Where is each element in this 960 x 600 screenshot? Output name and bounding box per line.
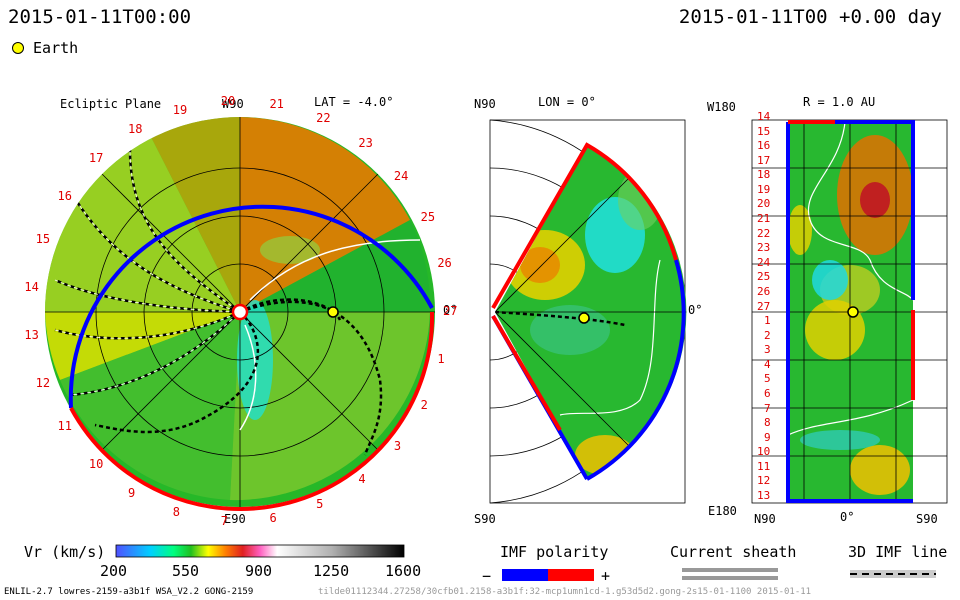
ecliptic-rim-label-3: 3: [393, 438, 402, 453]
ecliptic-rim-label-15: 15: [35, 232, 51, 247]
ecliptic-rim-label-6: 6: [269, 510, 277, 525]
current-sheath-title: Current sheath: [670, 543, 797, 561]
sphere-left-label-13: 13: [757, 489, 771, 502]
ecliptic-rim-label-7: 7: [220, 513, 229, 528]
footer-right: tilde01112344.27258/30cfb01.2158-a3b1f:3…: [318, 587, 812, 597]
ecliptic-rim-label-21: 21: [269, 97, 284, 112]
sphere-left-label-18: 18: [757, 168, 771, 182]
sphere-left-label-24: 24: [757, 255, 771, 269]
ecliptic-rim-label-18: 18: [128, 122, 143, 137]
ecliptic-top-label: W90: [222, 97, 244, 111]
sphere-left-label-26: 26: [757, 284, 771, 298]
ecliptic-rim-label-2: 2: [420, 398, 428, 413]
ecliptic-rim-label-5: 5: [316, 496, 324, 511]
ecliptic-rim-label-17: 17: [88, 151, 104, 166]
meridional-bottom-label: S90: [474, 512, 496, 526]
sphere-left-label-16: 16: [757, 139, 771, 153]
sphere-plot: [751, 119, 948, 504]
colorbar-tick-550: 550: [172, 562, 200, 580]
sphere-title: R = 1.0 AU: [803, 95, 876, 109]
sphere-left-label-19: 19: [757, 182, 771, 196]
sphere-left-label-8: 8: [764, 416, 771, 430]
sphere-left-label-3: 3: [764, 343, 771, 357]
sphere-bottom-s90: S90: [916, 512, 938, 526]
ecliptic-rim-label-27: 27: [443, 304, 458, 318]
sun-marker: [231, 303, 249, 321]
ecliptic-rim-label-20: 20: [220, 94, 236, 109]
colorbar-label: Vr (km/s): [24, 543, 106, 561]
colorbar: [115, 544, 405, 558]
sphere-left-label-17: 17: [757, 153, 771, 167]
imf-positive-swatch: [548, 569, 594, 581]
ecliptic-bottom-label: E90: [224, 512, 246, 526]
ecliptic-rim-label-25: 25: [420, 209, 436, 224]
sphere-left-label-23: 23: [757, 241, 771, 255]
meridional-right-label: 0°: [688, 303, 703, 317]
sphere-top-left: W180: [707, 100, 736, 114]
sphere-left-label-11: 11: [757, 459, 771, 473]
ecliptic-rim-label-24: 24: [393, 169, 409, 183]
imf-line-title: 3D IMF line: [848, 543, 948, 561]
sphere-left-label-12: 12: [757, 474, 771, 488]
earth-marker-ecliptic: [327, 306, 339, 318]
ecliptic-rim-label-12: 12: [35, 375, 51, 390]
ecliptic-rim-label-23: 23: [358, 135, 373, 150]
ecliptic-rim-label-11: 11: [57, 419, 72, 434]
datetime-label: 2015-01-11T00:00: [8, 6, 192, 28]
sphere-left-label-2: 2: [764, 328, 771, 342]
earth-marker-meridional: [578, 312, 590, 324]
ecliptic-right-label: 0°: [443, 303, 458, 317]
sphere-left-label-21: 21: [757, 212, 771, 226]
sphere-left-label-27: 27: [757, 299, 771, 313]
footer-left: ENLIL-2.7 lowres-2159-a3b1f WSA_V2.2 GON…: [4, 587, 254, 597]
meridional-top-label: N90: [474, 97, 496, 111]
sphere-left-label-25: 25: [757, 270, 771, 284]
earth-icon: [12, 42, 24, 54]
current-sheath-swatch: [682, 568, 778, 572]
sphere-bottom-0: 0°: [840, 510, 855, 524]
ecliptic-rim-label-16: 16: [57, 188, 72, 203]
earth-legend: Earth: [12, 39, 78, 57]
ecliptic-rim-label-19: 19: [172, 102, 188, 117]
meridional-title: LON = 0°: [538, 95, 596, 109]
ecliptic-lat: LAT = -4.0°: [314, 95, 394, 109]
imf-plus: +: [601, 567, 611, 585]
colorbar-tick-900: 900: [245, 562, 273, 580]
ecliptic-rim-label-8: 8: [172, 505, 180, 520]
sphere-bottom-n90: N90: [754, 512, 776, 526]
sphere-left-label-14: 14: [757, 110, 771, 123]
sphere-left-label-4: 4: [764, 357, 771, 371]
ecliptic-rim-label-1: 1: [437, 352, 445, 367]
sphere-left-label-1: 1: [764, 314, 771, 328]
sphere-left-label-10: 10: [757, 445, 771, 459]
sphere-left-label-15: 15: [757, 124, 771, 138]
ecliptic-rim-label-4: 4: [358, 472, 366, 487]
sphere-left-label-20: 20: [757, 197, 771, 211]
imf-minus: −: [482, 567, 492, 585]
imf-negative-swatch: [502, 569, 548, 581]
sphere-left-label-7: 7: [764, 401, 771, 415]
ecliptic-rim-label-26: 26: [437, 255, 452, 270]
epoch-label: 2015-01-11T00 +0.00 day: [678, 6, 942, 28]
colorbar-tick-1250: 1250: [313, 562, 350, 580]
ecliptic-rim-label-10: 10: [88, 456, 104, 471]
sphere-left-label-22: 22: [757, 226, 771, 240]
sphere-left-label-5: 5: [764, 372, 771, 386]
ecliptic-rim-label-9: 9: [128, 485, 136, 500]
colorbar-tick-200: 200: [100, 562, 128, 580]
sphere-left-label-9: 9: [764, 430, 771, 444]
ecliptic-rim-label-14: 14: [24, 279, 39, 294]
ecliptic-plane-plot: [45, 117, 435, 511]
sphere-left-label-6: 6: [764, 386, 771, 400]
imf-polarity-title: IMF polarity: [500, 543, 609, 561]
ecliptic-rim-label-13: 13: [24, 328, 39, 343]
sphere-bottom-left: E180: [708, 504, 737, 518]
earth-legend-label: Earth: [33, 39, 79, 57]
ecliptic-title: Ecliptic Plane: [60, 97, 162, 111]
earth-marker-sphere: [847, 306, 859, 318]
ecliptic-rim-label-22: 22: [316, 111, 331, 126]
meridional-plane-plot: [489, 119, 687, 504]
colorbar-tick-1600: 1600: [385, 562, 422, 580]
